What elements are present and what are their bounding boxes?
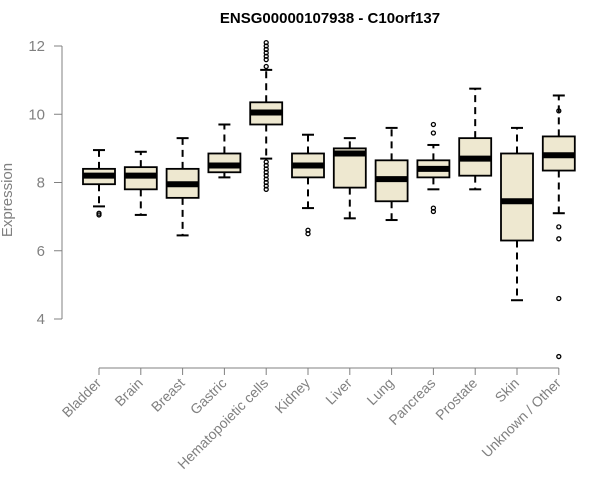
y-tick-label: 8	[37, 175, 45, 192]
box-skin	[500, 126, 534, 302]
outlier-point	[305, 227, 311, 233]
outlier-point	[263, 159, 269, 165]
outlier-point	[430, 205, 437, 211]
outlier-point	[96, 210, 102, 216]
boxes-group	[82, 39, 576, 360]
x-tick-label: Prostate	[432, 375, 480, 423]
x-tick-label: Liver	[322, 375, 355, 408]
outlier-point	[556, 295, 562, 302]
outlier-point	[263, 39, 269, 46]
x-tick-label: Breast	[148, 375, 188, 415]
y-tick-label: 10	[28, 106, 45, 123]
box-breast	[165, 137, 200, 237]
x-tick-label: Lung	[363, 375, 396, 408]
x-tick-label: Skin	[492, 375, 523, 406]
outlier-point	[430, 130, 437, 136]
x-tick-label: Bladder	[59, 375, 105, 421]
box-lung	[374, 126, 409, 222]
x-tick-label: Unknown / Other	[478, 375, 564, 461]
box-pancreas	[416, 121, 451, 215]
box-prostate	[458, 87, 493, 191]
outlier-point	[556, 236, 562, 242]
box-gastric	[207, 123, 242, 179]
outlier-point	[430, 121, 437, 128]
y-tick-label: 4	[37, 311, 45, 328]
box-hematopoietic-cells	[249, 39, 284, 192]
outlier-point	[556, 353, 562, 360]
box-unknown-other	[541, 94, 576, 360]
box-iqr	[500, 152, 534, 242]
chart-title: ENSG00000107938 - C10orf137	[220, 10, 440, 27]
y-axis-title: Expression	[0, 163, 16, 237]
y-axis: 4 6 8 10 12	[28, 38, 63, 328]
y-tick-label: 6	[37, 243, 45, 260]
x-tick-label: Brain	[111, 375, 145, 409]
outlier-point	[556, 108, 562, 114]
y-tick-label: 12	[28, 38, 45, 55]
outlier-point	[263, 63, 269, 70]
outlier-point	[556, 224, 562, 230]
x-tick-label: Kidney	[272, 375, 314, 417]
box-kidney	[291, 133, 325, 237]
box-bladder	[82, 149, 116, 218]
box-brain	[123, 150, 158, 216]
box-liver	[332, 137, 367, 220]
